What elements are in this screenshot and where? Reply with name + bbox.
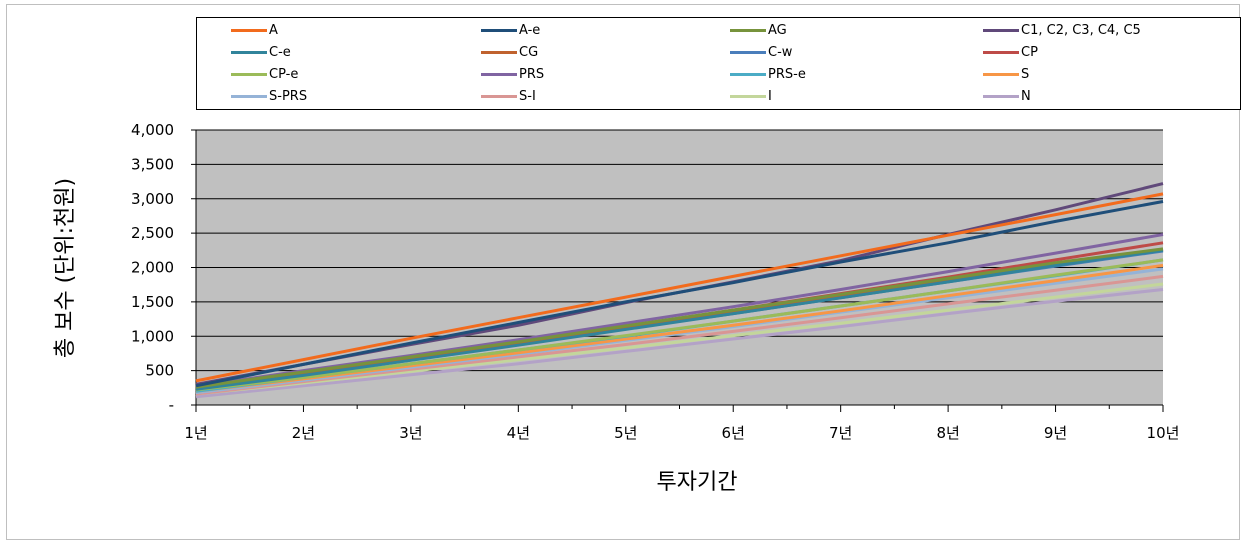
legend-label: PRS-e <box>768 66 806 82</box>
y-tick-label: 1,500 <box>131 293 174 311</box>
series-line-a-e <box>195 200 1164 388</box>
legend-label: CG <box>519 44 539 60</box>
legend-swatch <box>231 50 267 54</box>
y-tick-label: 2,500 <box>131 224 174 242</box>
legend-swatch <box>481 50 517 54</box>
legend-item: PRS-e <box>730 64 806 84</box>
legend-label: C-w <box>768 44 793 60</box>
legend-swatch <box>983 28 1019 32</box>
y-axis-title: 총 보수 (단위:천원) <box>53 178 78 358</box>
series-line-ag <box>195 247 1164 389</box>
legend-item: A-e <box>481 20 540 40</box>
legend-label: S-PRS <box>269 88 308 104</box>
legend-swatch <box>231 72 267 76</box>
legend-label: C1, C2, C3, C4, C5 <box>1021 22 1141 38</box>
legend-item: CG <box>481 42 538 62</box>
legend-swatch <box>481 94 517 98</box>
series-line-cp-e <box>195 258 1164 392</box>
x-tick-label: 3년 <box>399 424 422 442</box>
series-line-a <box>195 192 1164 383</box>
x-axis-title: 투자기간 <box>657 470 738 495</box>
legend-label: A <box>269 22 278 38</box>
x-tick-label: 10년 <box>1147 424 1180 442</box>
legend-item: A <box>231 20 278 40</box>
legend-item: S-PRS <box>231 86 307 106</box>
legend-label: C-e <box>269 44 291 60</box>
legend-label: CP-e <box>269 66 299 82</box>
legend-label: PRS <box>519 66 545 82</box>
plot-area: - 500 1,000 1,500 2,000 2,500 3,000 3,500 4,000 1… <box>131 121 1179 442</box>
y-tick-label: - <box>169 396 174 414</box>
series-line-s <box>195 263 1164 393</box>
y-tick-label: 3,000 <box>131 190 174 208</box>
x-tick-label: 2년 <box>292 424 315 442</box>
legend-label: CP <box>1021 44 1038 60</box>
y-tick-label: 2,000 <box>131 259 174 277</box>
legend-swatch <box>730 50 766 54</box>
legend-swatch <box>231 94 267 98</box>
legend-item: AG <box>730 20 787 40</box>
legend-item: C-w <box>730 42 792 62</box>
legend-item: S <box>983 64 1029 84</box>
legend-item: CP-e <box>231 64 298 84</box>
x-tick-label: 4년 <box>507 424 530 442</box>
legend-swatch <box>730 94 766 98</box>
x-tick-label: 6년 <box>722 424 745 442</box>
legend-label: A-e <box>519 22 541 38</box>
legend-item: N <box>983 86 1031 106</box>
legend-swatch <box>983 50 1019 54</box>
x-tick-label: 1년 <box>184 424 207 442</box>
legend-item: C-e <box>231 42 291 62</box>
legend-label: S <box>1021 66 1030 82</box>
legend-item: I <box>730 86 772 106</box>
series-line-i <box>195 282 1164 396</box>
y-tick-label: 1,000 <box>131 327 174 345</box>
series-line-s-i <box>195 274 1164 396</box>
chart-legend: A A-e AG C1, C2, C3, C4, C5 C-e CG C-w CP CP-e PR… <box>196 17 1241 110</box>
x-tick-label: 9년 <box>1044 424 1067 442</box>
x-tick-label: 7년 <box>829 424 852 442</box>
legend-label: I <box>768 88 772 104</box>
y-tick-label: 500 <box>145 362 174 380</box>
series-line-c-e <box>195 248 1164 391</box>
legend-label: AG <box>768 22 787 38</box>
legend-label: N <box>1021 88 1031 104</box>
legend-swatch <box>730 28 766 32</box>
y-tick-label: 3,500 <box>131 155 174 173</box>
legend-item: C1, C2, C3, C4, C5 <box>983 20 1141 40</box>
legend-item: S-I <box>481 86 536 106</box>
legend-item: CP <box>983 42 1038 62</box>
legend-item: PRS <box>481 64 544 84</box>
legend-swatch <box>481 28 517 32</box>
x-tick-label: 8년 <box>936 424 959 442</box>
legend-swatch <box>481 72 517 76</box>
legend-label: S-I <box>519 88 536 104</box>
series-line-n <box>195 288 1164 399</box>
y-tick-label: 4,000 <box>131 121 174 139</box>
legend-swatch <box>983 72 1019 76</box>
legend-swatch <box>231 28 267 32</box>
legend-swatch <box>983 94 1019 98</box>
x-tick-label: 5년 <box>614 424 637 442</box>
legend-swatch <box>730 72 766 76</box>
